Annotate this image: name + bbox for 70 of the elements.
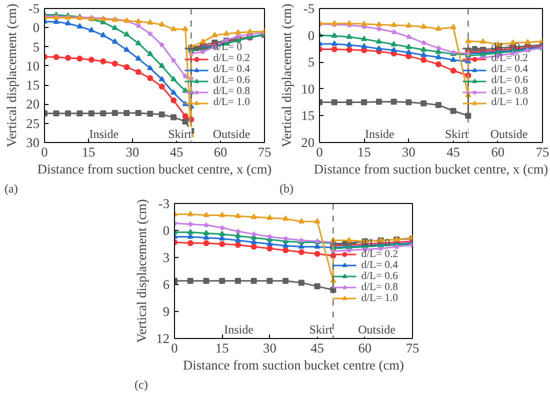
annotation: Inside	[89, 126, 119, 141]
y-tick-label: 0	[32, 20, 40, 36]
annotation: Outside	[358, 322, 396, 337]
y-tick-label: -5	[28, 1, 40, 16]
y-tick-label: 20	[301, 135, 315, 150]
annotation: Inside	[365, 126, 394, 141]
legend-label: d/L= 1.0	[361, 292, 398, 304]
x-tick-label: 15	[82, 144, 96, 160]
x-axis-title: Distance from suction bucket centre, x (cm)	[37, 162, 272, 176]
x-axis-title: Distance from suction bucket centre, x (cm)	[314, 162, 548, 176]
x-tick-label: 15	[215, 340, 230, 356]
x-tick-label: 75	[406, 340, 420, 356]
text: (b)	[280, 182, 294, 196]
legend-label: d/L= 0.4	[213, 64, 250, 75]
y-tick-label: 6	[162, 277, 170, 292]
legend-label: d/L= 0.6	[213, 75, 250, 86]
y-axis-title: Vertical displacement (cm)	[279, 4, 294, 148]
annotation: Outside	[490, 126, 528, 141]
y-tick-label: 10	[26, 58, 40, 74]
legend-label: d/L= 0	[361, 238, 390, 248]
legend-label: d/L= 1.0	[213, 97, 250, 108]
x-tick-label: 30	[263, 340, 277, 356]
annotation: Skirt	[444, 126, 469, 141]
x-tick-label: 30	[402, 144, 416, 160]
x-tick-label: 60	[358, 340, 372, 356]
annotation: Outside	[212, 126, 250, 141]
legend-label: d/L= 0.4	[491, 64, 528, 75]
y-tick-label: 30	[26, 135, 40, 150]
y-tick-label: -5	[303, 1, 315, 16]
legend-label: d/L= 1.0	[491, 97, 528, 108]
x-tick-label: 60	[491, 144, 505, 160]
y-tick-label: 15	[301, 108, 315, 124]
legend-label: d/L= 0.4	[361, 260, 398, 270]
legend-label: d/L= 0	[491, 42, 520, 53]
legend-label: d/L= 0.6	[491, 75, 528, 86]
legend-label: d/L= 0.8	[213, 86, 250, 97]
y-tick-label: 12	[156, 331, 170, 346]
x-tick-label: 45	[446, 144, 460, 160]
legend-label: d/L= 0.2	[361, 248, 398, 260]
annotation: Skirt	[309, 322, 334, 337]
y-tick-label: 5	[32, 39, 40, 54]
y-axis-title: Vertical displacement (cm)	[4, 4, 20, 148]
y-tick-label: 0	[162, 223, 170, 238]
y-axis-title: Vertical displacement (cm)	[134, 199, 150, 343]
x-tick-label: 60	[214, 144, 228, 160]
y-tick-label: 0	[308, 28, 315, 43]
text: (c)	[134, 378, 148, 392]
y-tick-label: 25	[26, 116, 40, 131]
y-tick-label: 20	[26, 96, 40, 112]
x-tick-label: 45	[310, 340, 324, 356]
y-tick-label: -3	[158, 196, 170, 211]
x-tick-label: 45	[170, 144, 184, 160]
annotation: Inside	[224, 322, 254, 337]
annotation: Skirt	[168, 126, 192, 141]
y-tick-label: 10	[301, 81, 315, 96]
y-tick-label: 5	[308, 54, 315, 70]
x-tick-label: 15	[357, 144, 372, 160]
x-tick-label: 30	[126, 144, 140, 160]
x-axis-title: Distance from suction bucket centre (cm)	[183, 358, 404, 372]
legend-label: d/L= 0.2	[213, 53, 250, 64]
x-tick-label: 75	[258, 144, 272, 160]
y-tick-label: 3	[162, 250, 170, 265]
legend-label: d/L= 0.2	[491, 53, 528, 64]
legend-label: d/L= 0.8	[491, 86, 528, 97]
y-tick-label: 9	[162, 304, 170, 319]
x-tick-label: 75	[536, 144, 550, 160]
text: (a)	[4, 182, 18, 196]
legend-label: d/L= 0.6	[361, 270, 398, 282]
y-tick-label: 15	[26, 78, 40, 93]
legend-label: d/L= 0.8	[361, 282, 398, 292]
